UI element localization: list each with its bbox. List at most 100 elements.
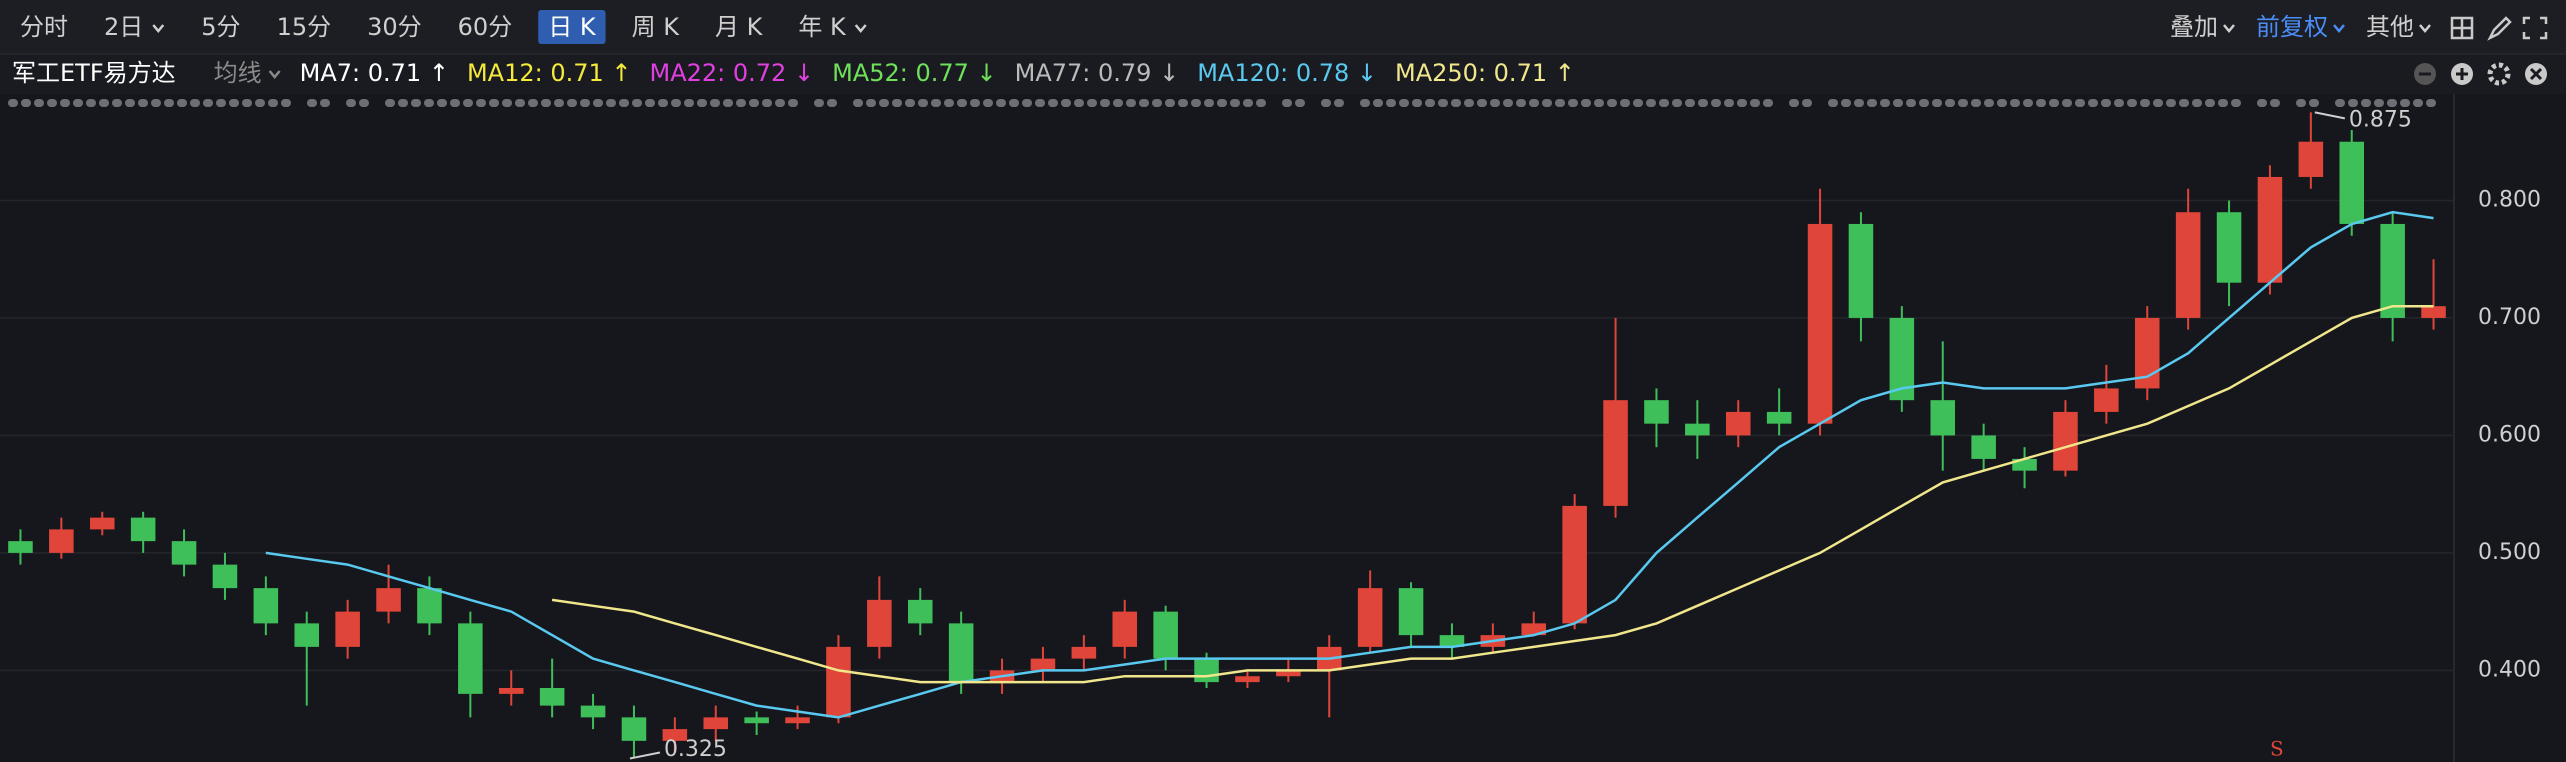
period-tab[interactable]: 年 K [798, 13, 847, 41]
y-tick-label: 0.500 [2478, 540, 2541, 565]
period-tab[interactable]: 30分 [367, 13, 422, 41]
event-dot [1373, 99, 1383, 107]
settings[interactable] [2487, 62, 2511, 86]
ma-line [551, 304, 2434, 684]
event-dot [385, 99, 395, 107]
draw-icon[interactable] [2487, 16, 2512, 41]
candle-body [335, 611, 360, 647]
event-dot [1191, 99, 1201, 107]
event-dot [1828, 99, 1838, 107]
period-tab[interactable]: 15分 [277, 13, 332, 41]
ma-legend-item: MA250: 0.71 ↑ [1395, 59, 1575, 87]
event-dot [164, 99, 174, 107]
trade-signal: S [2270, 737, 2284, 761]
event-dot [1581, 99, 1591, 107]
event-dot [86, 99, 96, 107]
event-dot [827, 99, 837, 107]
ma-legend-item: MA120: 0.78 ↓ [1197, 59, 1377, 87]
event-dot [1594, 99, 1604, 107]
period-tab[interactable]: 日 K [548, 13, 597, 41]
period-tab[interactable]: 2日 [104, 13, 143, 41]
event-dot [502, 99, 512, 107]
candle-body [826, 646, 851, 718]
candle-body [1766, 411, 1792, 424]
event-dot [684, 99, 694, 107]
toolbar-option[interactable]: 其他 [2366, 13, 2414, 41]
event-dot [2231, 99, 2241, 107]
candle-body [8, 541, 33, 553]
candle-body [1398, 588, 1424, 636]
candle-body [2216, 212, 2242, 283]
dropdown-chevron [2333, 24, 2345, 33]
event-dot [736, 99, 746, 107]
candle-body [867, 599, 892, 647]
event-dot [606, 99, 616, 107]
ma-legend-item: MA7: 0.71 ↑ [300, 59, 449, 87]
candle-body [1562, 505, 1587, 624]
toolbar-option[interactable]: 前复权 [2256, 13, 2328, 41]
candle-body [212, 564, 238, 589]
event-dot [749, 99, 759, 107]
event-dot [853, 99, 863, 107]
event-dot [2062, 99, 2072, 107]
event-dot [346, 99, 356, 107]
event-dot [1087, 99, 1097, 107]
event-dot [1321, 99, 1331, 107]
period-tab[interactable]: 周 K [632, 13, 681, 41]
close-glyph [2529, 67, 2543, 81]
period-tab[interactable]: 60分 [458, 13, 513, 41]
candle-body [1685, 423, 1710, 436]
event-dot [1841, 99, 1851, 107]
event-dot [476, 99, 486, 107]
event-dot [1607, 99, 1617, 107]
event-dot [1295, 99, 1305, 107]
event-dot [1243, 99, 1253, 107]
event-dot [73, 99, 83, 107]
event-dot [463, 99, 473, 107]
event-dot [996, 99, 1006, 107]
candle-body [785, 717, 810, 724]
event-dot [216, 99, 226, 107]
event-dot [2257, 99, 2267, 107]
ma-legend-item: MA22: 0.72 ↓ [650, 59, 815, 87]
toolbar-bg [0, 0, 2566, 54]
event-dot [671, 99, 681, 107]
event-dot [2010, 99, 2020, 107]
candle-body [1235, 676, 1260, 683]
fullscreen-icon[interactable] [2522, 16, 2548, 40]
chart-icons[interactable] [2414, 62, 2547, 86]
event-dot [2400, 99, 2410, 107]
event-dot [2205, 99, 2215, 107]
zoom-in-glyph [2456, 68, 2468, 80]
period-tab[interactable]: 月 K [715, 13, 764, 41]
event-dot [1672, 99, 1682, 107]
toolbar-option[interactable]: 叠加 [2170, 13, 2218, 41]
event-dot [1698, 99, 1708, 107]
toolbar-icons[interactable] [2450, 16, 2548, 41]
ma-selector[interactable]: 均线 [214, 59, 262, 87]
period-tab[interactable]: 分时 [20, 13, 68, 41]
y-tick-label: 0.700 [2478, 305, 2541, 330]
dropdown-chevron [854, 24, 867, 33]
candle-body [1521, 623, 1547, 636]
event-dot [229, 99, 239, 107]
event-dot [1503, 99, 1513, 107]
event-dot [138, 99, 148, 107]
candle-body [89, 517, 115, 530]
event-dot [307, 99, 317, 107]
candle-body [1153, 611, 1178, 659]
candle-body [1603, 400, 1628, 506]
event-dot [125, 99, 135, 107]
candle-body [1357, 588, 1383, 647]
event-dot [1893, 99, 1903, 107]
event-dot [1867, 99, 1877, 107]
min-label: 0.325 [664, 737, 727, 762]
event-dot [1542, 99, 1552, 107]
event-dot [2166, 99, 2176, 107]
event-dot [1555, 99, 1565, 107]
event-dot [1425, 99, 1435, 107]
event-dot [437, 99, 447, 107]
event-dot [1945, 99, 1955, 107]
candle-body [907, 599, 933, 624]
period-tab[interactable]: 5分 [201, 13, 240, 41]
